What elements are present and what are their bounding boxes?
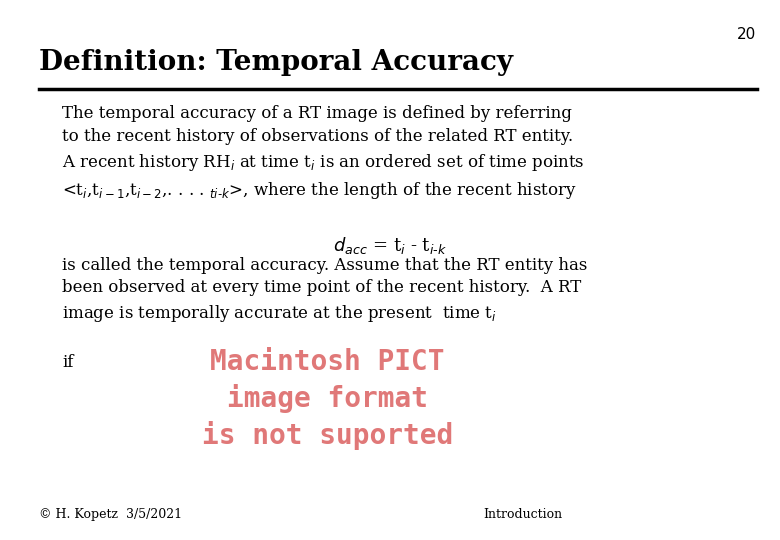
Text: 20: 20 [737, 27, 757, 42]
Text: $d_{acc}$ = t$_i$ - t$_{i\text{-}k}$: $d_{acc}$ = t$_i$ - t$_{i\text{-}k}$ [333, 235, 447, 256]
Text: is called the temporal accuracy. Assume that the RT entity has
been observed at : is called the temporal accuracy. Assume … [62, 256, 588, 324]
Text: The temporal accuracy of a RT image is defined by referring
to the recent histor: The temporal accuracy of a RT image is d… [62, 105, 585, 201]
Text: © H. Kopetz  3/5/2021: © H. Kopetz 3/5/2021 [39, 508, 182, 521]
Text: Introduction: Introduction [484, 508, 562, 521]
Text: if: if [62, 354, 74, 370]
Text: Macintosh PICT
image format
is not suported: Macintosh PICT image format is not supor… [202, 348, 453, 450]
Text: Definition: Temporal Accuracy: Definition: Temporal Accuracy [39, 49, 513, 76]
